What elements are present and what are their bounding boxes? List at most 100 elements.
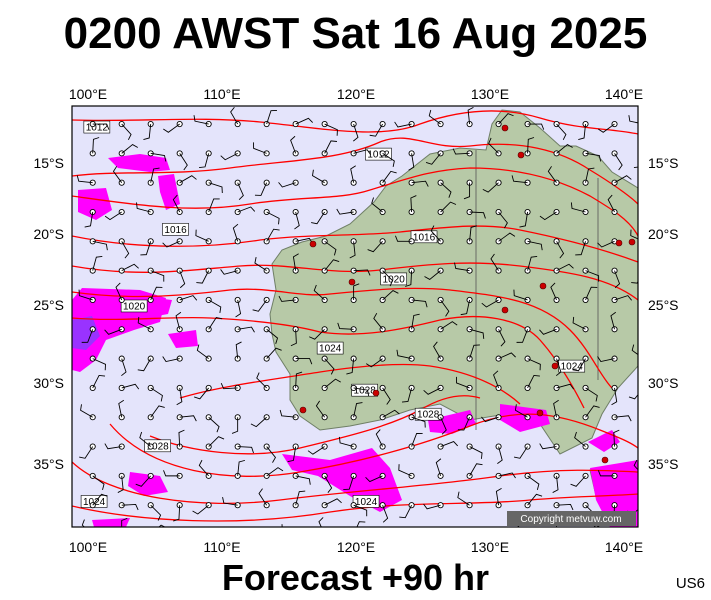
svg-text:1020: 1020 (123, 301, 146, 312)
wind-barb (194, 384, 212, 400)
wind-barb (292, 117, 314, 128)
wind-barb (466, 106, 474, 128)
wind-barb (176, 384, 183, 406)
wind-barb (220, 150, 241, 161)
lon-tick-label: 130°E (471, 539, 509, 555)
wind-barb (481, 414, 502, 423)
wind-barb (318, 517, 324, 527)
isobar-labels: 1012 1012 1016 1016 1020 1020 1024 1024 1028 1028… (80, 120, 586, 508)
wind-barb (437, 179, 452, 198)
wind-barb (582, 405, 600, 421)
wind-barb (234, 206, 256, 216)
wind-barb (220, 267, 241, 275)
high-pressure-markers (299, 124, 636, 464)
wind-barb (220, 382, 241, 391)
wind-barb (408, 313, 420, 333)
lat-tick-label: 25°S (33, 297, 64, 313)
wind-barb-grid (76, 106, 657, 527)
wind-barb (524, 374, 540, 391)
wind-barb (457, 414, 473, 431)
wind-barb (147, 286, 163, 304)
wind-barb (379, 409, 400, 421)
isobar-label: 1024 (316, 341, 344, 355)
wind-barb (481, 296, 502, 308)
wind-barb (597, 470, 618, 479)
wind-barb (466, 225, 477, 245)
wind-barb (495, 232, 516, 245)
lon-tick-label: 140°E (605, 539, 643, 555)
wind-barb (176, 414, 197, 422)
wind-barb (76, 175, 96, 186)
wind-barb (147, 167, 160, 186)
wind-barb (234, 459, 246, 479)
wind-barb (290, 326, 299, 347)
wind-barb (234, 296, 242, 318)
weather-map: 1012 1012 1016 1016 1020 1020 1024 1024 1028 1028… (33, 86, 678, 555)
wind-barb (611, 150, 623, 171)
wind-barb (79, 443, 96, 459)
wind-barb (466, 208, 486, 219)
wind-barb (552, 472, 560, 493)
wind-barb (488, 137, 502, 157)
isobar-label: 1020 (380, 272, 407, 285)
wind-barb (398, 464, 415, 479)
wind-barb (611, 429, 620, 450)
wind-barb (513, 443, 531, 459)
wind-barb (254, 257, 270, 274)
wind-barb (379, 267, 394, 287)
wind-barb (198, 459, 212, 479)
wind-barb (553, 502, 574, 511)
wind-barb (140, 238, 154, 256)
wind-barb (373, 312, 386, 333)
wind-barb (349, 238, 357, 259)
wind-barb (597, 355, 618, 363)
wind-barb (350, 267, 371, 276)
wind-barb (582, 167, 595, 186)
wind-barb (399, 502, 415, 519)
wind-barb (408, 179, 429, 187)
wind-barb (292, 253, 299, 274)
wind-barb (162, 238, 183, 248)
wind-barb (263, 109, 277, 128)
wind-barb (162, 355, 183, 363)
wind-barb (408, 433, 423, 450)
wind-barb (137, 355, 154, 372)
wind-barb (423, 384, 444, 395)
wind-barb (231, 414, 241, 434)
wind-barb (118, 502, 139, 511)
wind-barb (118, 355, 127, 377)
lat-tick-label: 30°S (33, 375, 64, 391)
wind-barb (163, 470, 183, 479)
wind-barb (408, 195, 417, 216)
svg-text:1024: 1024 (355, 497, 378, 508)
wind-barb (278, 295, 299, 304)
wind-barb (234, 443, 254, 454)
left-latitude-ticks: 15°S 20°S 25°S 30°S 35°S (33, 155, 64, 472)
wind-barb (292, 208, 300, 230)
wind-barb (463, 179, 473, 200)
wind-barb (428, 109, 444, 128)
wind-barb (379, 150, 395, 167)
wind-barb (222, 497, 241, 509)
svg-text:1016: 1016 (413, 232, 436, 243)
wind-barb (524, 493, 543, 509)
wind-barb (490, 253, 502, 274)
lat-tick-label: 35°S (33, 456, 64, 472)
wind-barb (524, 256, 538, 274)
wind-barb (460, 296, 473, 316)
wind-barb (641, 318, 657, 332)
wind-barb (118, 120, 132, 141)
wind-barb (493, 370, 502, 391)
wind-barb (611, 267, 621, 289)
wind-barb (395, 235, 415, 245)
wind-barb (582, 384, 598, 402)
wind-barb (346, 355, 357, 375)
wind-barb (89, 472, 105, 491)
wind-barb (263, 467, 284, 479)
wind-barb (89, 355, 106, 371)
wind-barb (84, 208, 96, 228)
wind-barb (641, 180, 657, 193)
svg-text:1028: 1028 (417, 410, 440, 421)
svg-text:1024: 1024 (319, 344, 342, 355)
wind-barb (452, 148, 473, 157)
